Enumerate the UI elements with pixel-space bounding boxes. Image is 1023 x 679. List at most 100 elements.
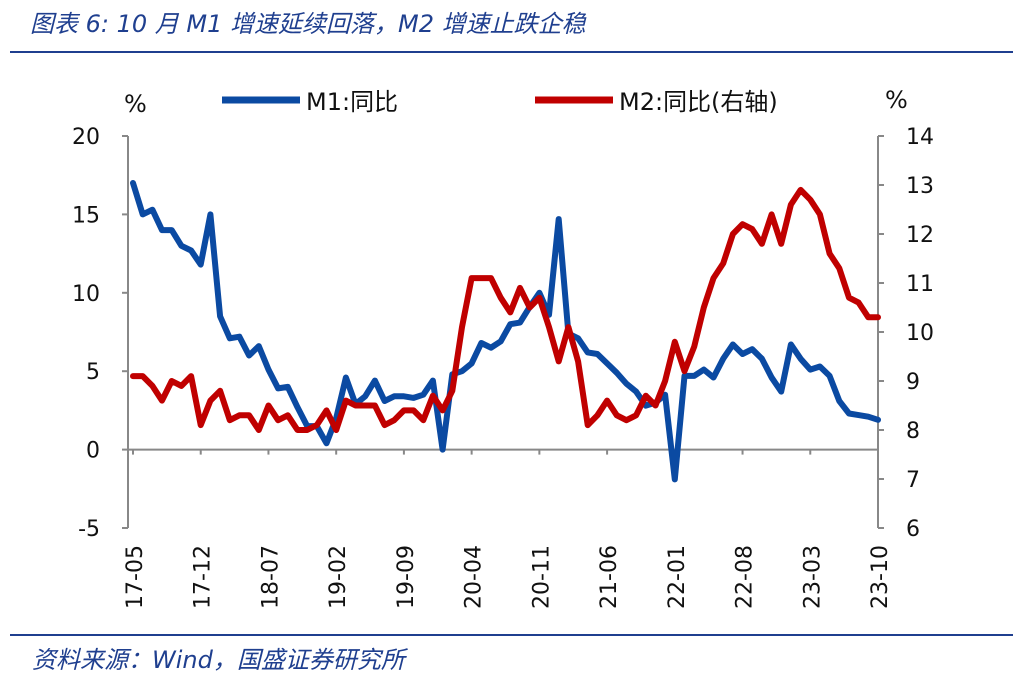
m2-data-point — [384, 424, 386, 426]
m2-data-point — [703, 307, 705, 308]
m2-data-point — [461, 326, 463, 328]
series-layer — [130, 180, 881, 483]
right-tick-label: 11 — [906, 272, 934, 297]
m1-data-point — [287, 386, 289, 388]
m2-data-point — [277, 419, 279, 421]
left-tick-label: 5 — [86, 360, 100, 385]
left-tick-label: 20 — [72, 125, 100, 150]
m1-data-point — [577, 337, 579, 339]
m1-data-point — [509, 323, 511, 325]
m2-data-point — [413, 409, 415, 411]
m2-data-point — [335, 429, 337, 431]
m1-data-point — [790, 344, 792, 345]
m2-data-point — [326, 409, 327, 411]
m1-data-point — [722, 358, 724, 360]
m2-data-point — [374, 405, 376, 406]
m2-data-point — [800, 189, 802, 191]
m1-data-point — [519, 322, 521, 324]
m1-data-point — [180, 245, 182, 247]
m1-data-point — [471, 362, 473, 364]
x-tick-label: 20-11 — [529, 545, 554, 609]
m2-data-point — [364, 405, 366, 406]
legend-m1-label: M1:同比 — [306, 88, 398, 116]
m2-data-point — [268, 405, 269, 406]
m1-data-point — [326, 442, 327, 444]
m2-data-point — [664, 380, 666, 382]
x-tick-label: 22-08 — [733, 545, 758, 609]
m2-data-point — [238, 414, 240, 416]
m2-data-point — [248, 414, 250, 416]
m1-data-point — [664, 394, 666, 396]
m1-data-point — [732, 344, 734, 345]
m2-data-point — [684, 370, 685, 372]
right-tick-label: 9 — [906, 370, 920, 395]
m1-data-point — [548, 314, 550, 316]
m1-data-point — [635, 391, 637, 393]
m1-data-point — [596, 353, 598, 355]
legend: M1:同比 M2:同比(右轴) — [222, 88, 778, 116]
m1-series-line — [130, 180, 881, 483]
m2-data-point — [345, 400, 347, 402]
m2-data-point — [287, 414, 289, 416]
m1-data-point — [258, 345, 260, 347]
m1-data-point — [190, 250, 192, 251]
m2-data-point — [761, 243, 763, 245]
right-tick-label: 14 — [906, 125, 934, 150]
m2-data-point — [529, 307, 531, 308]
m2-data-point — [480, 277, 482, 279]
m1-data-point — [277, 387, 279, 389]
m2-data-point — [200, 424, 202, 426]
m1-data-point — [500, 340, 502, 342]
right-tick-label: 10 — [906, 321, 934, 346]
m2-data-point — [171, 380, 173, 382]
m2-data-point — [471, 277, 473, 279]
m2-data-point — [209, 400, 211, 402]
m1-data-point — [393, 395, 395, 397]
m1-data-point — [268, 369, 269, 371]
m2-data-point — [693, 346, 695, 348]
m2-data-point — [451, 390, 453, 392]
m1-data-point — [742, 353, 743, 355]
m2-data-point — [713, 277, 714, 279]
m1-data-point — [829, 375, 831, 377]
m2-data-point — [877, 316, 879, 318]
m1-data-point — [229, 337, 231, 339]
x-tick-label: 21-06 — [597, 545, 622, 609]
m1-data-point — [800, 358, 802, 360]
m2-data-point — [258, 429, 260, 431]
m1-data-point — [151, 209, 153, 211]
m1-data-point — [413, 397, 415, 399]
m1-data-point — [403, 395, 405, 397]
m1-data-point — [306, 425, 308, 427]
axes-layer: 20 15 10 5 0 -5 14 13 12 11 10 9 8 7 6 17-05 17-12 18-07 1… — [72, 125, 934, 609]
m1-data-point — [703, 369, 705, 371]
m2-data-point — [355, 405, 356, 406]
m2-data-point — [490, 277, 492, 279]
m2-data-point — [848, 297, 850, 299]
m2-data-point — [229, 419, 231, 421]
m2-data-point — [838, 267, 840, 269]
m2-data-point — [867, 316, 869, 318]
m2-data-point — [655, 405, 656, 406]
m2-data-point — [780, 243, 782, 245]
m2-data-point — [645, 395, 647, 397]
m1-data-point — [867, 416, 869, 418]
m2-data-point — [500, 297, 502, 299]
m2-data-point — [161, 400, 163, 402]
x-tick-label: 23-10 — [868, 545, 893, 609]
m2-data-point — [297, 429, 298, 431]
m1-data-point — [297, 406, 298, 408]
m1-data-point — [771, 377, 773, 378]
m2-data-point — [742, 223, 743, 225]
m1-data-point — [838, 400, 840, 402]
x-tick-label: 19-02 — [326, 545, 351, 609]
x-tick-label: 17-12 — [191, 545, 216, 609]
m1-data-point — [432, 380, 434, 382]
m2-data-point — [616, 414, 618, 416]
m2-data-point — [829, 253, 831, 255]
m2-data-point — [819, 213, 821, 215]
m2-data-point — [858, 302, 860, 304]
m1-data-point — [364, 395, 366, 397]
m2-data-point — [132, 375, 134, 377]
m2-data-point — [548, 326, 550, 328]
